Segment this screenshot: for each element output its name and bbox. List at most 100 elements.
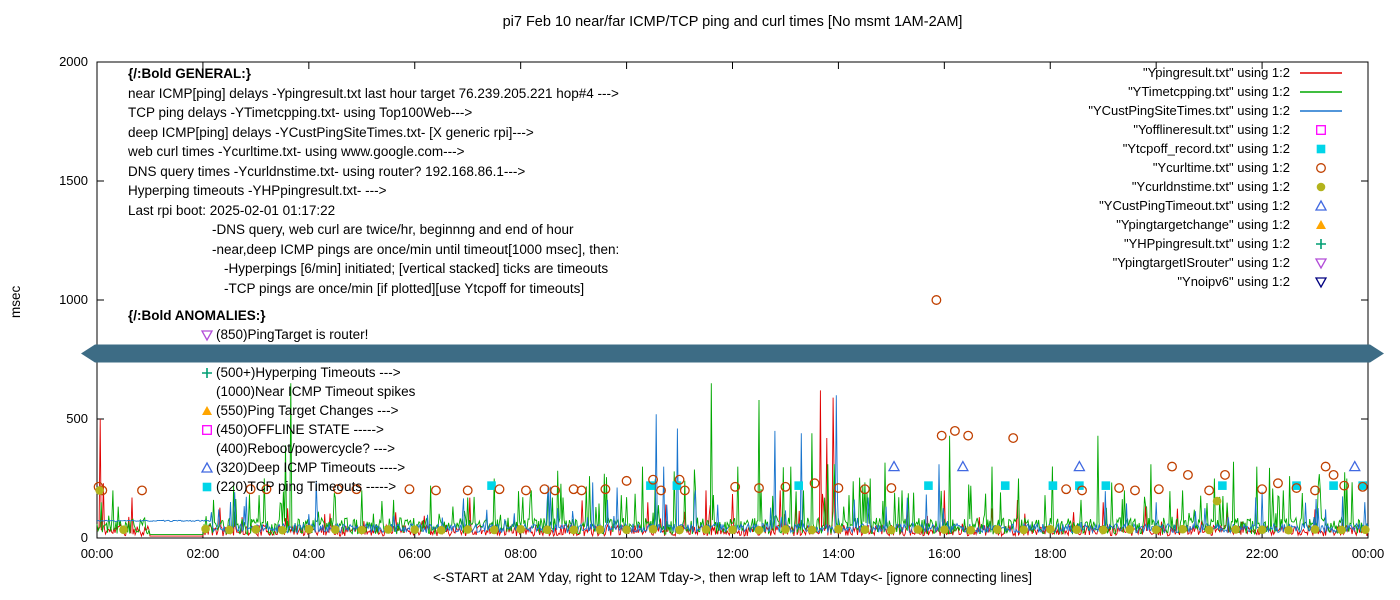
anomaly-line: (850)PingTarget is router! [200, 325, 415, 344]
curl-icon [1316, 162, 1326, 173]
square-icon [200, 480, 216, 494]
dns-marker-icon [992, 525, 1002, 534]
dns-marker-icon [569, 525, 578, 535]
tcpoff-marker-icon [794, 481, 803, 490]
deep-timeout-marker-icon [1348, 460, 1361, 472]
dns-marker-icon [940, 525, 949, 534]
general-annotation-line: Last rpi boot: 2025-02-01 01:17:22 [128, 202, 336, 218]
near-icmp-icon [1300, 71, 1342, 74]
curl-marker-icon [674, 474, 685, 485]
dns-marker-icon [913, 525, 923, 534]
anomaly-text: (850)PingTarget is router! [216, 327, 369, 342]
curl-marker-icon [1273, 478, 1283, 489]
curl-marker-icon [1220, 469, 1230, 480]
legend-item: "Ypingtargetchange" using 1:2 [1088, 215, 1345, 234]
legend-label: "YCustPingTimeout.txt" using 1:2 [1099, 198, 1290, 213]
dns-marker-icon [119, 525, 128, 534]
deep-timeout-marker-icon [887, 460, 901, 472]
legend-label: "Ynoipv6" using 1:2 [1177, 274, 1290, 289]
legend-item: "YCustPingTimeout.txt" using 1:2 [1088, 196, 1345, 215]
curl-marker-icon [539, 484, 550, 495]
tcpoff-marker-icon [1329, 481, 1338, 490]
anomaly-text: (450)OFFLINE STATE -----> [216, 422, 384, 437]
legend-item: "YTimetcpping.txt" using 1:2 [1088, 82, 1345, 101]
dns-marker-icon [1212, 496, 1222, 506]
curl-marker-icon [1204, 485, 1215, 496]
dns-marker-icon [1361, 525, 1370, 534]
triangle-open-icon [200, 461, 214, 473]
dns-icon [1316, 182, 1326, 191]
legend-label: "Ytcpoff_record.txt" using 1:2 [1122, 141, 1290, 156]
legend-label: "YCustPingSiteTimes.txt" using 1:2 [1088, 103, 1290, 118]
anomaly-text: (220)TCP ping Timeouts -----> [216, 479, 397, 494]
general-annotation-line: -TCP pings are once/min [if plotted][use… [224, 280, 585, 296]
dns-marker-icon [225, 525, 234, 535]
y-tick-label: 1000 [59, 292, 88, 307]
x-tick-label: 02:00 [187, 546, 220, 561]
legend-label: "Ypingtargetchange" using 1:2 [1116, 217, 1290, 232]
anomaly-line: (220)TCP ping Timeouts -----> [200, 477, 415, 496]
tcpoff-marker-icon [487, 481, 496, 490]
y-axis-label: msec [8, 285, 23, 318]
dns-marker-icon [966, 525, 976, 535]
x-tick-label: 00:00 [81, 546, 114, 561]
legend-item: "YHPpingresult.txt" using 1:2 [1088, 234, 1345, 253]
dns-marker-icon [595, 525, 605, 534]
dns-marker-icon [463, 525, 473, 534]
curl-marker-icon [656, 485, 666, 496]
curl-marker-icon [137, 485, 147, 496]
general-annotation-line: -Hyperpings [6/min] initiated; [vertical… [224, 261, 609, 276]
curl-marker-icon [949, 425, 960, 436]
legend-label: "YpingtargetISrouter" using 1:2 [1112, 255, 1290, 270]
general-annotation-line: web curl times -Ycurltime.txt- using www… [128, 144, 465, 159]
plus-icon [202, 367, 212, 378]
y-tick-label: 2000 [59, 54, 88, 69]
curl-marker-icon [931, 295, 942, 305]
anomalies-annotations: {/:Bold ANOMALIES:} (850)PingTarget is ro… [128, 306, 415, 496]
curl-marker-icon [521, 485, 531, 496]
tcpoff-marker-icon [1218, 481, 1227, 490]
tcpoff-icon [1316, 144, 1326, 153]
square-icon [202, 482, 212, 491]
offline-icon [1316, 124, 1326, 135]
legend-item: "YCustPingSiteTimes.txt" using 1:2 [1088, 101, 1345, 120]
y-tick-label: 1500 [59, 173, 88, 188]
legend-item: "Yofflineresult.txt" using 1:2 [1088, 120, 1345, 139]
curl-icon [1316, 162, 1326, 173]
anomaly-text: (550)Ping Target Changes ---> [216, 403, 399, 418]
curl-marker-icon [963, 430, 974, 441]
curl-marker-icon [245, 484, 256, 495]
x-tick-label: 22:00 [1246, 546, 1279, 561]
x-tick-label: 20:00 [1140, 546, 1173, 561]
dns-marker-icon [834, 524, 843, 534]
target-change-icon [1316, 219, 1326, 229]
dns-marker-icon [542, 525, 552, 534]
curl-marker-icon [1310, 485, 1320, 496]
curl-marker-icon [430, 485, 441, 496]
dns-marker-icon [622, 525, 631, 534]
legend-item: "Ycurltime.txt" using 1:2 [1088, 158, 1345, 177]
curl-marker-icon [754, 483, 764, 493]
dns-marker-icon [1019, 525, 1029, 535]
dns-marker-icon [357, 525, 367, 535]
target-is-router-icon [1314, 257, 1328, 269]
deep-timeout-marker-icon [1073, 460, 1086, 472]
x-tick-label: 04:00 [293, 546, 326, 561]
dns-marker-icon [1257, 525, 1267, 534]
x-tick-label: 14:00 [822, 546, 855, 561]
general-annotations: {/:Bold GENERAL:} near ICMP[ping] delays … [128, 64, 619, 298]
curl-marker-icon [1339, 480, 1350, 491]
tcpoff-marker-icon [646, 481, 655, 490]
curl-marker-icon [886, 483, 897, 493]
curl-marker-icon [833, 483, 844, 493]
legend-item: "Ynoipv6" using 1:2 [1088, 272, 1345, 291]
dns-marker-icon [516, 524, 525, 534]
anomalies-heading: {/:Bold ANOMALIES:} [128, 308, 266, 323]
dns-marker-icon [1125, 525, 1134, 534]
deep-timeout-marker-icon [956, 460, 969, 472]
curl-marker-icon [576, 485, 587, 496]
curl-marker-icon [333, 484, 343, 495]
general-annotation-line: deep ICMP[ping] delays -YCustPingSiteTim… [128, 124, 534, 140]
